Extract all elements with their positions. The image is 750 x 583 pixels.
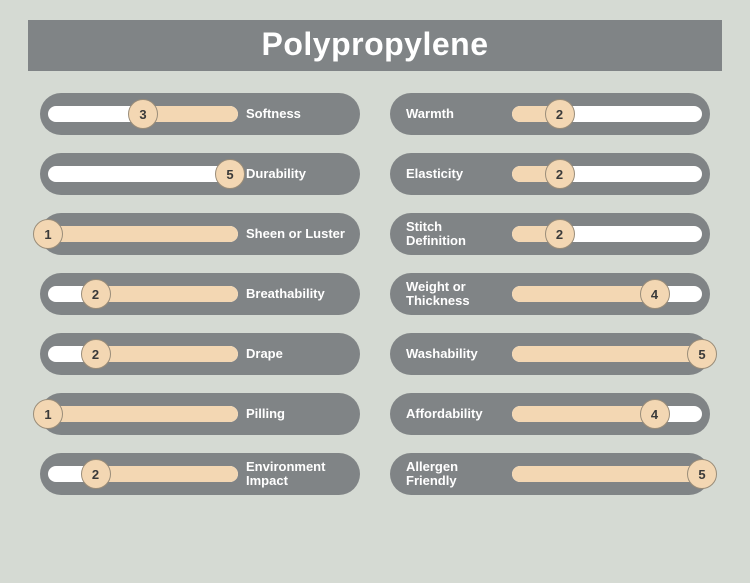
rating-track: 5 <box>512 346 702 362</box>
rating-track: 3 <box>48 106 238 122</box>
rating-pill: 1 Pilling <box>40 393 360 435</box>
rating-pill: 1 Sheen or Luster <box>40 213 360 255</box>
rating-knob: 5 <box>687 339 717 369</box>
rating-track: 1 <box>48 226 238 242</box>
rating-track: 5 <box>48 166 238 182</box>
rating-track: 2 <box>512 106 702 122</box>
rating-pill: 5Durability <box>40 153 360 195</box>
rating-pill: Stitch Definition 2 <box>390 213 710 255</box>
rating-track: 2 <box>48 286 238 302</box>
rating-knob: 5 <box>215 159 245 189</box>
rating-knob: 4 <box>640 279 670 309</box>
rating-track: 4 <box>512 406 702 422</box>
rating-track: 2 <box>48 346 238 362</box>
rating-label: Warmth <box>406 93 496 135</box>
rating-pill: Affordability 4 <box>390 393 710 435</box>
ratings-grid: 3Softness5Durability1Sheen or Luster2Bre… <box>0 71 750 495</box>
rating-fill <box>96 346 239 362</box>
rating-fill <box>512 406 655 422</box>
rating-knob: 2 <box>81 279 111 309</box>
rating-track: 2 <box>48 466 238 482</box>
right-column: Warmth 2 Elasticity 2 Stitch Definition 2 Weig… <box>390 93 710 495</box>
rating-knob: 1 <box>33 399 63 429</box>
rating-label: Drape <box>246 333 350 375</box>
rating-fill <box>96 466 239 482</box>
left-column: 3Softness5Durability1Sheen or Luster2Bre… <box>40 93 360 495</box>
rating-label: Washability <box>406 333 496 375</box>
rating-fill <box>512 286 655 302</box>
rating-knob: 3 <box>128 99 158 129</box>
rating-label: Environment Impact <box>246 453 350 495</box>
rating-track: 1 <box>48 406 238 422</box>
rating-pill: 3 Softness <box>40 93 360 135</box>
rating-knob: 2 <box>81 339 111 369</box>
rating-pill: 2 Breathability <box>40 273 360 315</box>
rating-label: Allergen Friendly <box>406 453 496 495</box>
rating-pill: Weight or Thickness 4 <box>390 273 710 315</box>
rating-pill: Elasticity 2 <box>390 153 710 195</box>
rating-fill <box>96 286 239 302</box>
rating-label: Breathability <box>246 273 350 315</box>
rating-label: Stitch Definition <box>406 213 496 255</box>
rating-fill <box>512 346 702 362</box>
rating-fill <box>48 406 238 422</box>
rating-pill: 2 Drape <box>40 333 360 375</box>
rating-pill: Warmth 2 <box>390 93 710 135</box>
rating-track: 2 <box>512 226 702 242</box>
rating-knob: 2 <box>81 459 111 489</box>
rating-label: Pilling <box>246 393 350 435</box>
rating-pill: Allergen Friendly 5 <box>390 453 710 495</box>
rating-label: Softness <box>246 93 350 135</box>
rating-knob: 2 <box>545 159 575 189</box>
rating-pill: Washability 5 <box>390 333 710 375</box>
rating-knob: 2 <box>545 99 575 129</box>
rating-label: Durability <box>246 153 350 195</box>
rating-fill <box>48 226 238 242</box>
rating-label: Affordability <box>406 393 496 435</box>
rating-pill: 2 Environment Impact <box>40 453 360 495</box>
rating-fill <box>512 466 702 482</box>
rating-track: 5 <box>512 466 702 482</box>
rating-knob: 5 <box>687 459 717 489</box>
rating-label: Sheen or Luster <box>246 213 350 255</box>
rating-label: Weight or Thickness <box>406 273 496 315</box>
rating-knob: 1 <box>33 219 63 249</box>
rating-track: 2 <box>512 166 702 182</box>
page-title: Polypropylene <box>28 20 722 71</box>
rating-track: 4 <box>512 286 702 302</box>
rating-label: Elasticity <box>406 153 496 195</box>
rating-knob: 2 <box>545 219 575 249</box>
rating-knob: 4 <box>640 399 670 429</box>
